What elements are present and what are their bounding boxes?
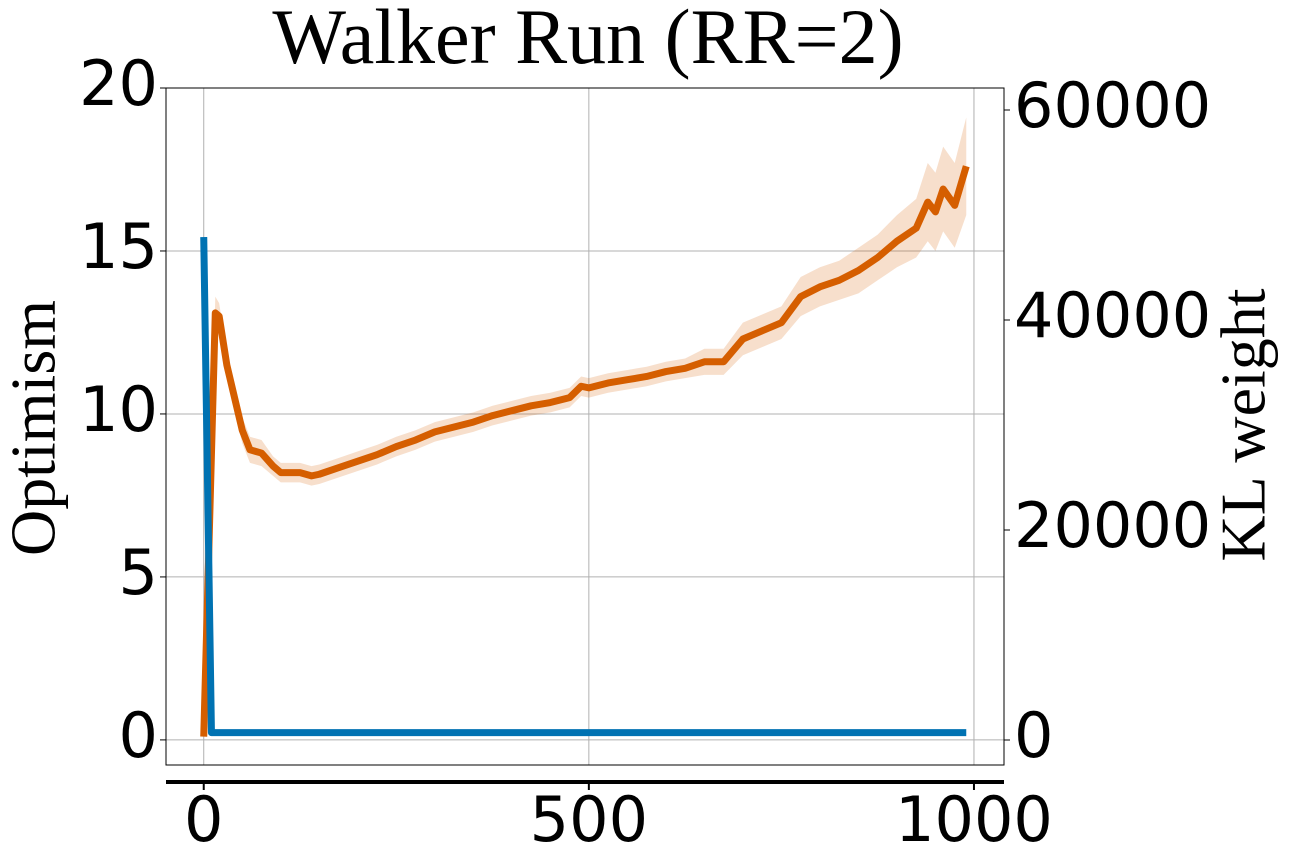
y2-tick-label: 60000 [1014,69,1211,142]
y2-tick-label: 0 [1014,699,1053,772]
y2-tick-label: 40000 [1014,279,1211,352]
series-line [200,236,967,737]
y-tick-label: 0 [119,699,158,772]
y-tick-label: 5 [119,536,158,609]
y2-axis-label: KL weight [1208,288,1279,561]
series-line [200,165,970,737]
y-tick-label: 10 [79,373,158,446]
x-tick-label: 0 [184,783,223,856]
y2-tick-label: 20000 [1014,489,1211,562]
x-tick-label: 500 [530,783,648,856]
y-axis-label: Optimism [0,300,69,556]
chart-title: Walker Run (RR=2) [272,0,903,80]
plot-frame [165,87,1005,766]
y-tick-label: 15 [79,210,158,283]
error-band [203,117,967,740]
y-tick-label: 20 [79,47,158,120]
x-tick-label: 1000 [895,783,1053,856]
